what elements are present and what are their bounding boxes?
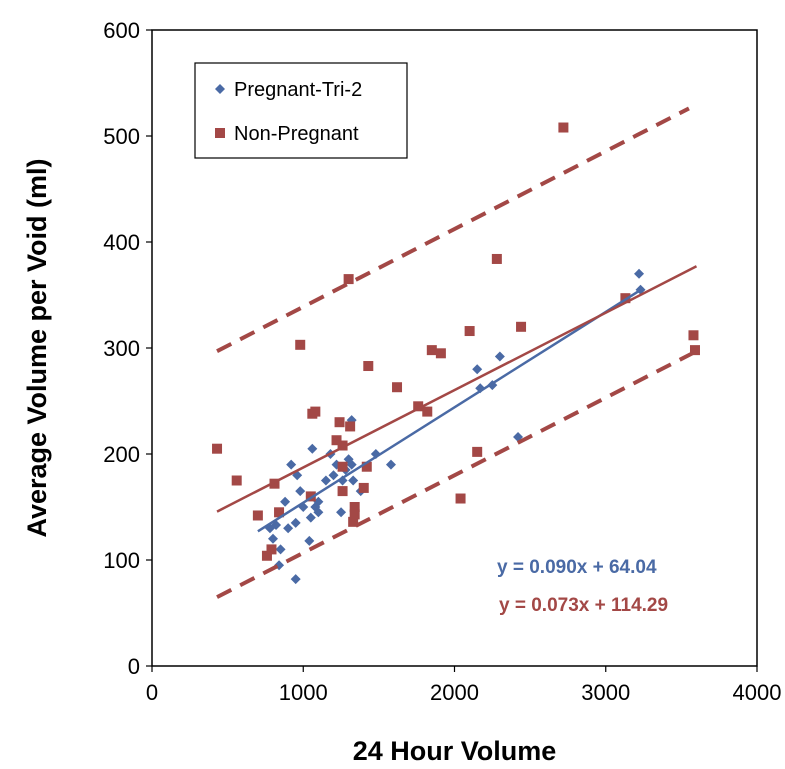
- y-tick-label: 300: [103, 336, 140, 361]
- data-point-pregnant-tri-2: [290, 517, 301, 528]
- data-point-pregnant-tri-2: [336, 507, 347, 518]
- data-point-pregnant-tri-2: [290, 574, 301, 585]
- data-point-non-pregnant: [464, 326, 475, 337]
- data-point-non-pregnant: [269, 478, 280, 489]
- data-point-non-pregnant: [358, 482, 369, 493]
- data-point-non-pregnant: [349, 502, 360, 512]
- data-point-pregnant-tri-2: [337, 475, 348, 486]
- data-point-non-pregnant: [231, 475, 242, 486]
- data-point-pregnant-tri-2: [328, 470, 339, 481]
- data-point-pregnant-tri-2: [472, 364, 483, 375]
- data-point-non-pregnant: [343, 274, 354, 285]
- data-point-non-pregnant: [348, 516, 359, 527]
- legend-marker-square: [215, 128, 225, 138]
- data-point-non-pregnant: [266, 544, 277, 555]
- data-point-pregnant-tri-2: [346, 459, 357, 470]
- data-point-non-pregnant: [491, 253, 502, 264]
- data-point-pregnant-tri-2: [385, 459, 396, 470]
- data-point-non-pregnant: [472, 446, 483, 457]
- data-point-non-pregnant: [516, 321, 527, 332]
- data-point-non-pregnant: [337, 486, 348, 497]
- y-tick-label: 400: [103, 230, 140, 255]
- data-point-non-pregnant: [331, 435, 342, 446]
- data-point-non-pregnant: [558, 122, 569, 133]
- data-point-non-pregnant: [334, 417, 345, 428]
- x-axis-title: 24 Hour Volume: [353, 736, 557, 766]
- data-point-pregnant-tri-2: [313, 496, 324, 507]
- data-point-non-pregnant: [689, 345, 700, 356]
- data-point-pregnant-tri-2: [494, 351, 505, 362]
- data-point-pregnant-tri-2: [295, 486, 306, 497]
- prediction-band-lower: [216, 349, 698, 599]
- data-point-non-pregnant: [212, 443, 223, 454]
- y-tick-label: 0: [128, 654, 140, 679]
- legend-box: [194, 62, 408, 159]
- trendline-equation: y = 0.090x + 64.04: [497, 557, 657, 578]
- data-point-non-pregnant: [295, 339, 306, 350]
- data-point-pregnant-tri-2: [320, 475, 331, 486]
- data-point-non-pregnant: [363, 361, 374, 372]
- data-point-non-pregnant: [337, 440, 348, 451]
- legend-label: Pregnant-Tri-2: [234, 79, 362, 101]
- data-point-non-pregnant: [349, 509, 360, 520]
- data-point-pregnant-tri-2: [275, 544, 286, 555]
- data-point-non-pregnant: [392, 382, 403, 393]
- data-point-non-pregnant: [261, 550, 272, 561]
- prediction-band-upper: [216, 106, 690, 353]
- y-tick-label: 100: [103, 548, 140, 573]
- trendline-equation: y = 0.073x + 114.29: [499, 595, 668, 616]
- y-tick-label: 200: [103, 442, 140, 467]
- y-tick-label: 500: [103, 124, 140, 149]
- legend-marker-diamond: [215, 84, 225, 94]
- data-point-pregnant-tri-2: [305, 512, 316, 523]
- data-point-non-pregnant: [422, 406, 433, 417]
- data-point-non-pregnant: [337, 461, 348, 472]
- data-point-non-pregnant: [688, 330, 699, 341]
- x-tick-label: 3000: [581, 680, 630, 705]
- data-point-non-pregnant: [310, 406, 321, 417]
- x-tick-label: 0: [146, 680, 158, 705]
- data-point-pregnant-tri-2: [348, 475, 359, 486]
- data-point-non-pregnant: [413, 401, 424, 412]
- x-tick-label: 4000: [733, 680, 782, 705]
- data-point-pregnant-tri-2: [313, 507, 324, 518]
- data-point-pregnant-tri-2: [304, 535, 315, 546]
- data-point-non-pregnant: [274, 507, 285, 518]
- data-point-pregnant-tri-2: [307, 443, 318, 454]
- data-point-pregnant-tri-2: [634, 268, 645, 279]
- data-point-non-pregnant: [455, 493, 466, 504]
- data-point-non-pregnant: [252, 510, 263, 521]
- y-axis-title: Average Volume per Void (ml): [22, 158, 52, 537]
- trendline-pregnant-tri-2: [257, 287, 645, 533]
- data-point-pregnant-tri-2: [283, 523, 294, 534]
- legend-label: Non-Pregnant: [234, 123, 359, 145]
- data-point-pregnant-tri-2: [268, 533, 278, 544]
- data-point-non-pregnant: [345, 421, 356, 432]
- data-point-non-pregnant: [435, 348, 446, 359]
- data-point-pregnant-tri-2: [286, 459, 297, 470]
- data-point-non-pregnant: [361, 461, 372, 472]
- x-tick-label: 2000: [430, 680, 479, 705]
- y-tick-label: 600: [103, 18, 140, 43]
- x-tick-label: 1000: [279, 680, 328, 705]
- data-point-pregnant-tri-2: [280, 496, 291, 507]
- data-point-non-pregnant: [305, 491, 316, 502]
- data-point-non-pregnant: [426, 345, 437, 356]
- trendline-non-pregnant: [216, 265, 698, 513]
